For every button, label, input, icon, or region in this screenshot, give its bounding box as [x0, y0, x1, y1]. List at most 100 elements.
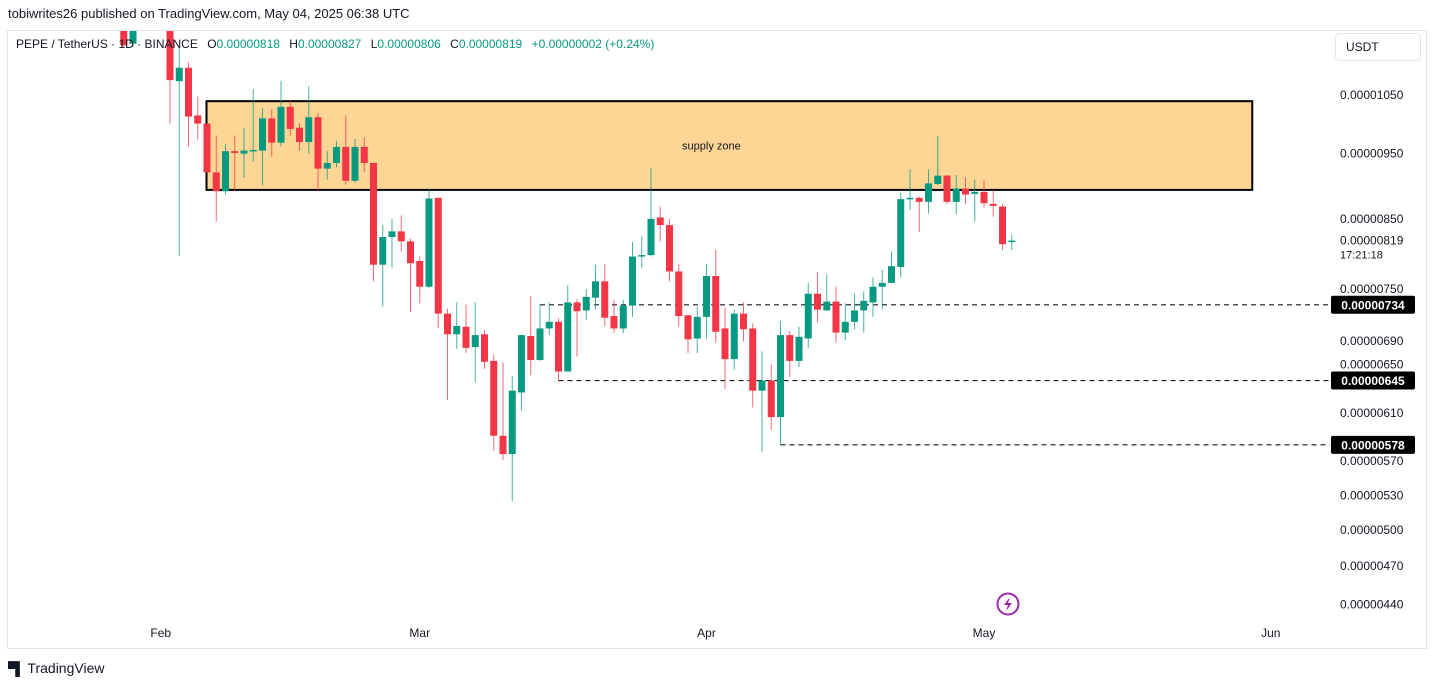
candle-body-down: [407, 241, 414, 264]
candle-body-down: [675, 271, 683, 317]
price-tick-label: 0.00000500: [1340, 523, 1404, 537]
candle-body-up: [333, 146, 340, 163]
candle: [407, 238, 414, 313]
candle: [268, 109, 276, 157]
supply-zone-label: supply zone: [682, 141, 741, 153]
candle-body-up: [129, 31, 137, 44]
tradingview-logo-icon: ▀▌: [8, 660, 24, 676]
candle: [305, 86, 313, 154]
candle: [203, 123, 211, 173]
candle: [545, 302, 553, 336]
candle: [925, 169, 932, 214]
candle: [740, 302, 747, 342]
candle: [379, 225, 387, 307]
candle: [490, 354, 498, 451]
candle: [518, 334, 525, 411]
candle: [1008, 234, 1016, 250]
candle-body-up: [222, 151, 229, 192]
candle: [999, 203, 1006, 250]
price-tick-label: 0.00000950: [1340, 147, 1404, 161]
price-tick-label: 0.00000470: [1340, 559, 1404, 573]
last-price-label: 0.00000819: [1340, 234, 1404, 248]
candle: [795, 326, 803, 368]
level-price-marker[interactable]: [1331, 295, 1415, 314]
candle: [869, 277, 877, 317]
candle-body-down: [555, 321, 562, 372]
price-tick-label: 0.00000610: [1340, 406, 1404, 420]
candle: [878, 269, 886, 310]
symbol-label[interactable]: PEPE / TetherUS · 1D · BINANCE: [16, 37, 198, 51]
candle: [767, 364, 775, 430]
candle: [980, 180, 988, 208]
level-price-marker[interactable]: [1331, 435, 1415, 454]
candle: [286, 100, 294, 136]
candle-body-down: [684, 315, 692, 340]
candle-body-down: [268, 118, 276, 143]
price-tick-label: 0.00000650: [1340, 358, 1404, 372]
candle-body-down: [740, 313, 747, 330]
price-tick-label: 0.00000530: [1340, 489, 1404, 503]
candle: [888, 251, 895, 283]
candle: [425, 189, 433, 289]
candle-body-up: [804, 293, 812, 339]
candle: [712, 249, 720, 343]
candle: [638, 236, 646, 268]
candle-body-down: [832, 301, 840, 333]
symbol-legend: PEPE / TetherUS · 1D · BINANCE O0.000008…: [16, 37, 654, 51]
candle-body-down: [999, 206, 1006, 245]
candle-body-up: [934, 175, 942, 185]
candle-body-down: [527, 335, 535, 361]
countdown-label: 17:21:18: [1340, 250, 1383, 262]
candle: [814, 272, 821, 323]
candle-body-up: [638, 255, 646, 257]
candle: [370, 162, 377, 282]
candle: [175, 46, 183, 256]
candle-body-down: [490, 360, 498, 436]
candle: [971, 179, 979, 222]
time-tick-label: May: [973, 626, 996, 640]
candle: [989, 189, 997, 217]
candle-body-down: [656, 217, 664, 226]
currency-button[interactable]: USDT: [1335, 33, 1421, 61]
candle: [536, 304, 544, 361]
level-price-label: 0.00000645: [1341, 374, 1405, 388]
level-price-marker[interactable]: [1331, 371, 1415, 390]
candle-body-up: [175, 67, 183, 82]
candle: [582, 289, 590, 321]
candle: [675, 263, 683, 327]
candle: [758, 351, 766, 452]
candle-body-up: [869, 286, 877, 303]
candle: [471, 302, 479, 383]
candle: [453, 302, 461, 349]
candle-body-up: [777, 335, 784, 418]
candle: [249, 88, 257, 162]
candle: [656, 206, 664, 242]
candle-body-up: [619, 305, 627, 329]
candle: [555, 318, 562, 382]
candle-body-up: [703, 275, 710, 317]
candle: [120, 31, 128, 47]
candle-body-up: [259, 118, 266, 151]
candle-body-down: [434, 197, 442, 314]
candle-body-down: [360, 146, 368, 163]
candle-body-up: [564, 302, 572, 372]
candle: [434, 197, 442, 328]
candle: [416, 256, 424, 304]
candle-body-down: [814, 293, 821, 310]
tradingview-footer[interactable]: ▀▌ TradingView: [8, 660, 104, 676]
supply-zone-rect[interactable]: [205, 100, 1254, 191]
candle: [721, 308, 729, 389]
candle-body-down: [786, 335, 794, 361]
candle: [296, 123, 303, 151]
candle: [601, 263, 609, 326]
candle: [573, 299, 581, 357]
lightning-bolt-icon[interactable]: [996, 592, 1020, 616]
candle-body-up: [592, 281, 599, 298]
price-tick-label: 0.00000570: [1340, 454, 1404, 468]
candle: [351, 139, 359, 183]
high-label: H: [289, 37, 298, 51]
candle-body-up: [508, 390, 516, 455]
open-value: 0.00000818: [216, 37, 280, 51]
candle: [194, 96, 202, 140]
